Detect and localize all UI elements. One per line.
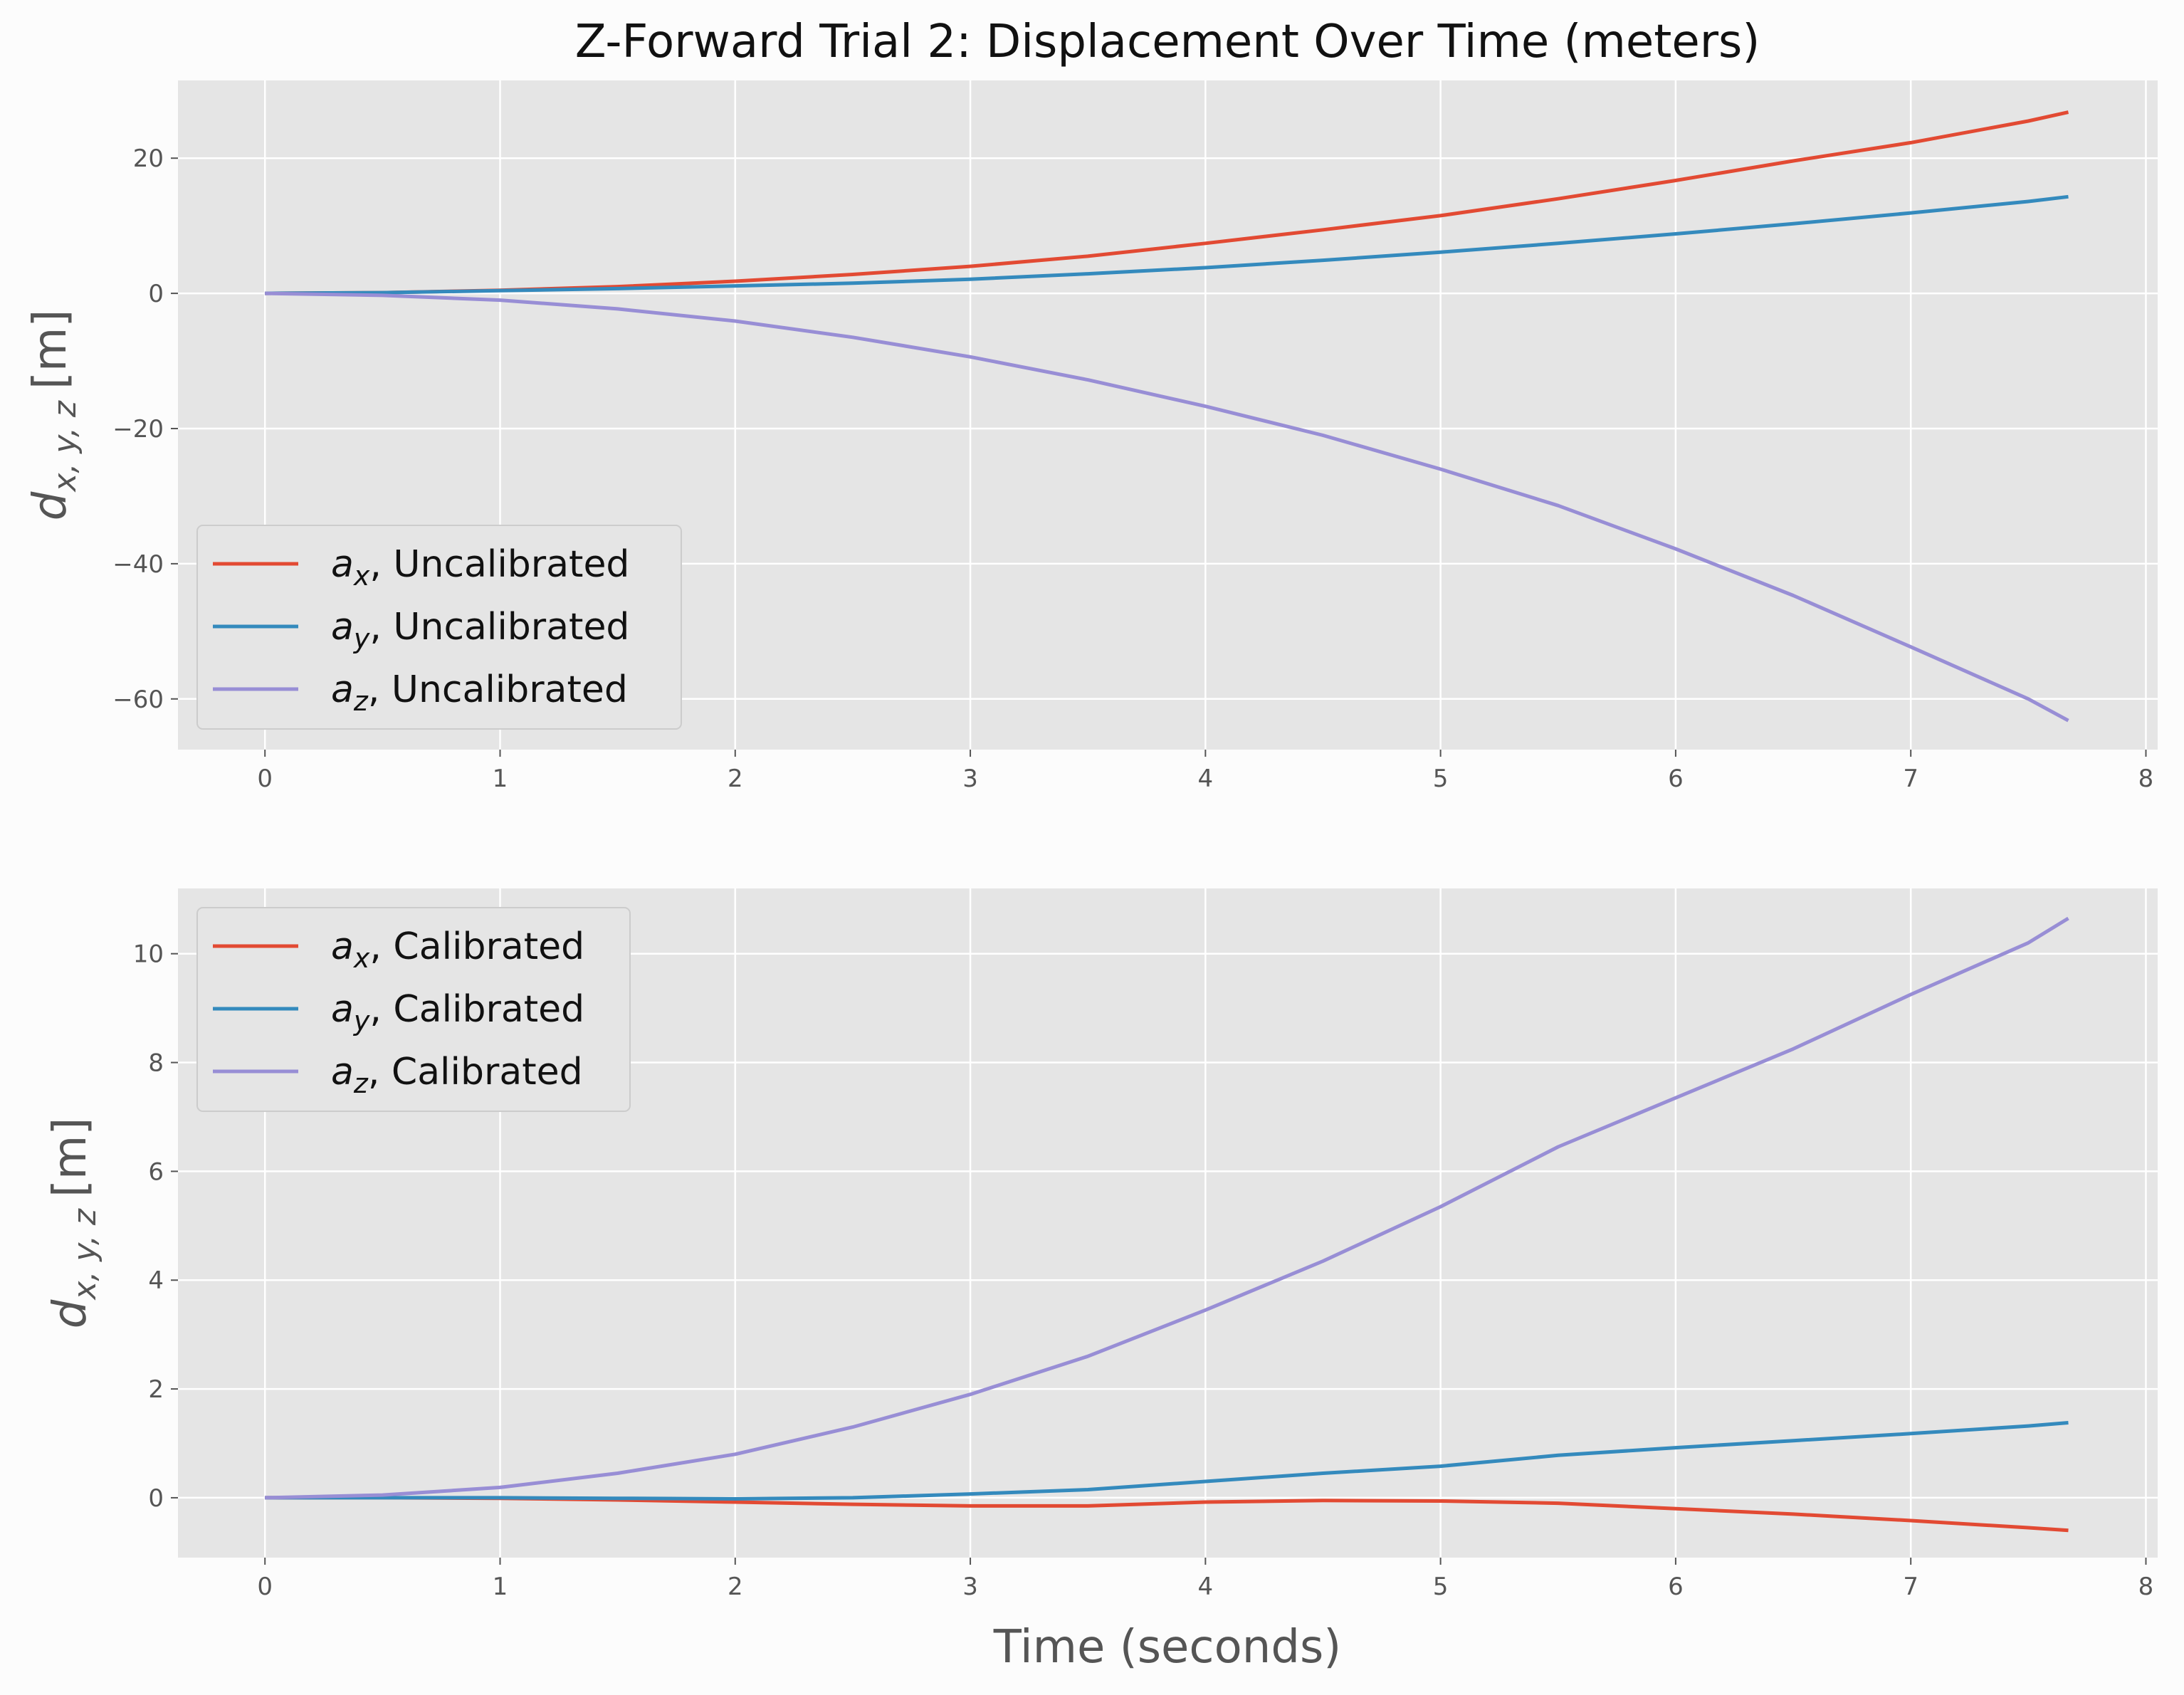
legend-label-subscript: y — [353, 1005, 370, 1037]
y-axis-label-subscript: x, y, z — [67, 1208, 103, 1301]
legend-label-subscript: z — [353, 1068, 369, 1099]
y-axis-label-unit: [m] — [24, 310, 77, 389]
y-axis-label-uncalibrated: dx, y, z [m] — [24, 310, 83, 521]
y-tick-label: 10 — [133, 940, 164, 969]
x-tick-label: 3 — [962, 1573, 978, 1601]
chart-title: Z-Forward Trial 2: Displacement Over Tim… — [575, 16, 1760, 68]
series-line-y — [265, 194, 2069, 295]
legend-label-subscript: z — [353, 686, 369, 717]
y-tick-label: 0 — [148, 1484, 164, 1513]
y-tick-label: 20 — [133, 145, 164, 173]
legend-label-var: a — [331, 988, 354, 1031]
y-ticks-uncalibrated: −60 −40 −20 0 20 — [112, 145, 178, 714]
y-axis-label-unit: [m] — [44, 1118, 97, 1197]
y-tick-label: −20 — [112, 415, 164, 444]
x-ticks-calibrated: 0 1 2 3 4 5 6 7 8 — [257, 1558, 2153, 1601]
x-tick-label: 8 — [2138, 765, 2154, 793]
legend-label-subscript: y — [353, 623, 370, 654]
x-tick-label: 0 — [257, 1573, 273, 1601]
x-tick-label: 5 — [1433, 1573, 1449, 1601]
x-tick-label: 2 — [728, 765, 743, 793]
x-ticks-uncalibrated: 0 1 2 3 4 5 6 7 8 — [257, 750, 2153, 793]
y-axis-label-main: d — [44, 1299, 97, 1328]
x-tick-label: 4 — [1198, 1573, 1214, 1601]
x-tick-label: 5 — [1433, 765, 1449, 793]
y-tick-label: 2 — [148, 1375, 164, 1404]
legend-label-suffix: , Uncalibrated — [369, 543, 629, 586]
legend-label-suffix: , Uncalibrated — [368, 668, 628, 711]
x-tick-label: 0 — [257, 765, 273, 793]
y-tick-label: 8 — [148, 1049, 164, 1078]
legend-label-var: a — [331, 925, 354, 968]
legend-label-suffix: , Uncalibrated — [369, 606, 629, 649]
x-tick-label: 2 — [728, 1573, 743, 1601]
y-tick-label: 4 — [148, 1266, 164, 1295]
legend-label-suffix: , Calibrated — [369, 925, 584, 968]
y-tick-label: −60 — [112, 686, 164, 714]
x-tick-label: 7 — [1903, 765, 1918, 793]
y-ticks-calibrated: 0 2 4 6 8 10 — [133, 940, 178, 1513]
x-tick-label: 1 — [493, 1573, 508, 1601]
y-tick-label: −40 — [112, 550, 164, 579]
legend-label-z: az, Calibrated — [331, 1051, 583, 1099]
legend-label-var: a — [331, 668, 354, 711]
y-tick-label: 0 — [148, 280, 164, 308]
legend-label-suffix: , Calibrated — [368, 1051, 583, 1093]
legend-box-uncalibrated — [196, 525, 682, 730]
x-tick-label: 6 — [1668, 765, 1684, 793]
y-axis-label-calibrated: dx, y, z [m] — [44, 1118, 103, 1329]
legend-label-y: ay, Uncalibrated — [331, 606, 629, 654]
x-tick-label: 4 — [1198, 765, 1214, 793]
legend-label-x: ax, Calibrated — [331, 925, 584, 974]
x-axis-label: Time (seconds) — [993, 1621, 1342, 1674]
legend-label-subscript: x — [353, 560, 370, 592]
legend-label-subscript: x — [353, 943, 370, 974]
x-tick-label: 1 — [493, 765, 508, 793]
legend-label-y: ay, Calibrated — [331, 988, 584, 1037]
x-tick-label: 8 — [2138, 1573, 2154, 1601]
x-tick-label: 6 — [1668, 1573, 1684, 1601]
legend-label-var: a — [331, 606, 354, 649]
y-axis-label-subscript: x, y, z — [47, 400, 83, 493]
series-line-y — [265, 1421, 2069, 1501]
series-line-z — [265, 291, 2069, 723]
x-tick-label: 3 — [962, 765, 978, 793]
legend-box-calibrated — [196, 907, 631, 1112]
y-tick-label: 6 — [148, 1158, 164, 1186]
legend-label-var: a — [331, 543, 354, 586]
legend-label-var: a — [331, 1051, 354, 1093]
lines-uncalibrated — [265, 110, 2069, 723]
legend-label-suffix: , Calibrated — [369, 988, 584, 1031]
y-axis-label-main: d — [24, 491, 77, 520]
legend-label-z: az, Uncalibrated — [331, 668, 628, 717]
x-tick-label: 7 — [1903, 1573, 1918, 1601]
legend-label-x: ax, Uncalibrated — [331, 543, 629, 592]
lines-calibrated — [265, 916, 2069, 1533]
series-line-z — [265, 916, 2069, 1500]
